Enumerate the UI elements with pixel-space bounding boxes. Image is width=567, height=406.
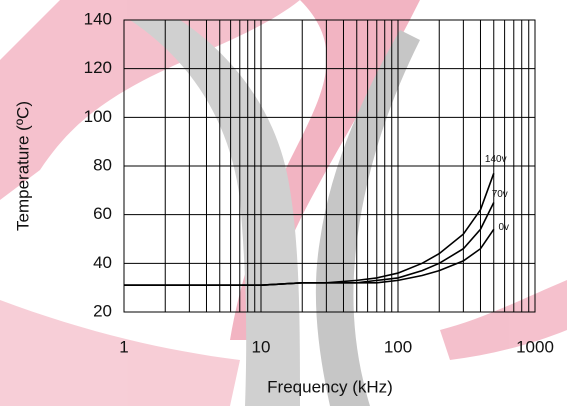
x-tick-label: 10 bbox=[252, 337, 271, 356]
x-tick-label: 1 bbox=[119, 337, 128, 356]
series-label: 70v bbox=[492, 189, 508, 200]
series-label: 0v bbox=[498, 222, 509, 233]
y-tick-label: 60 bbox=[93, 204, 112, 223]
series-label: 140v bbox=[485, 154, 507, 165]
y-tick-label: 20 bbox=[93, 301, 112, 320]
x-tick-label: 1000 bbox=[516, 337, 554, 356]
y-tick-label: 120 bbox=[84, 58, 112, 77]
y-axis-title: Temperature (ºC) bbox=[13, 101, 32, 231]
y-tick-label: 100 bbox=[84, 107, 112, 126]
y-tick-label: 80 bbox=[93, 155, 112, 174]
x-axis-title: Frequency (kHz) bbox=[267, 377, 393, 396]
series-line bbox=[124, 228, 495, 287]
y-tick-label: 40 bbox=[93, 253, 112, 272]
y-tick-label: 140 bbox=[84, 9, 112, 28]
x-tick-label: 100 bbox=[384, 337, 412, 356]
